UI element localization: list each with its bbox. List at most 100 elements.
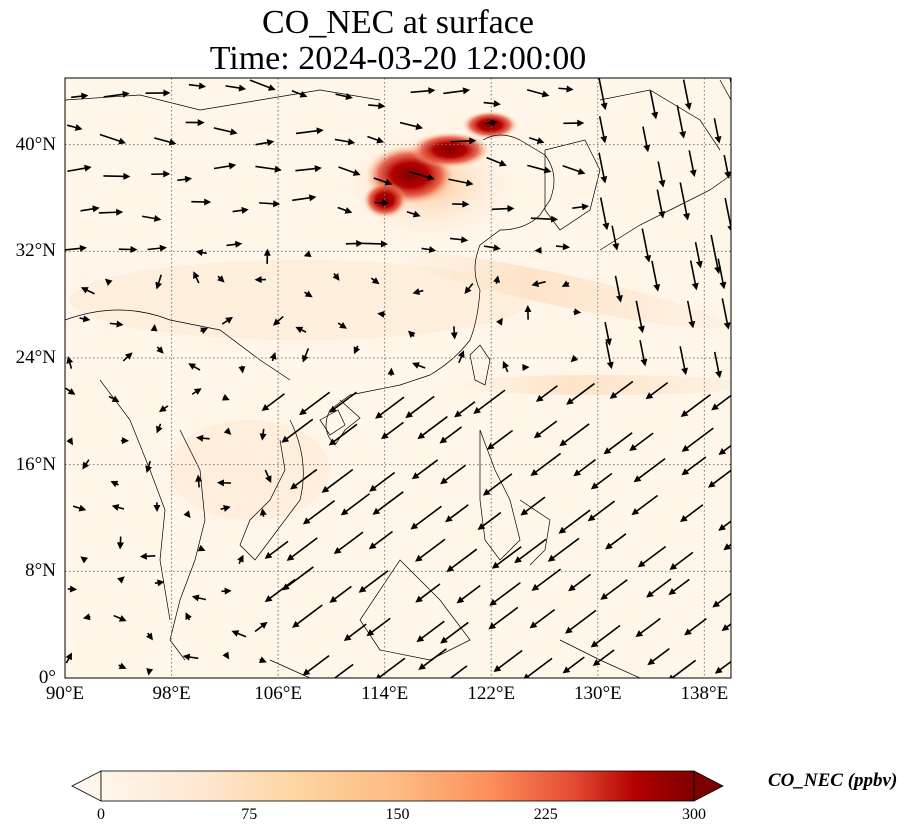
- wind-vector: [486, 156, 507, 167]
- wind-vector: [605, 533, 627, 550]
- wind-vector: [264, 469, 272, 484]
- wind-vector: [482, 473, 513, 496]
- wind-vector: [150, 324, 158, 332]
- wind-vector: [221, 316, 233, 325]
- wind-vector: [110, 480, 119, 488]
- wind-vector: [631, 494, 659, 516]
- wind-vector: [103, 172, 131, 180]
- wind-vector: [721, 298, 731, 330]
- wind-vector: [196, 434, 210, 442]
- wind-vector: [408, 330, 416, 338]
- wind-vector: [679, 346, 689, 376]
- wind-vector: [530, 452, 562, 477]
- wind-vector: [417, 415, 448, 440]
- wind-vector: [629, 432, 654, 452]
- wind-vector: [191, 594, 207, 602]
- wind-vector: [564, 609, 597, 634]
- wind-vector: [116, 536, 124, 550]
- wind-vector: [489, 581, 521, 606]
- wind-vector: [493, 275, 501, 284]
- wind-vector: [191, 388, 202, 395]
- lat-tick-label: 8°N: [25, 560, 56, 582]
- wind-vector: [570, 354, 579, 363]
- wind-vector: [188, 82, 207, 90]
- wind-vector: [302, 655, 330, 676]
- wind-vector: [566, 382, 595, 405]
- wind-vector: [446, 548, 478, 572]
- wind-vector: [486, 429, 514, 450]
- wind-vector: [502, 360, 509, 373]
- wind-vector: [82, 459, 90, 470]
- wind-vector: [122, 352, 133, 362]
- wind-vector: [529, 608, 556, 629]
- wind-vector: [614, 275, 623, 303]
- wind-vector: [139, 552, 156, 560]
- lon-tick-label: 130°E: [573, 683, 622, 704]
- wind-vector: [483, 119, 498, 127]
- wind-vector: [216, 479, 231, 487]
- wind-vector: [559, 423, 590, 447]
- wind-vector: [286, 537, 318, 561]
- wind-vector: [259, 428, 267, 441]
- wind-vector: [477, 511, 502, 530]
- wind-vector: [185, 119, 205, 127]
- map-subtitle: Time: 2024-03-20 12:00:00: [209, 40, 587, 77]
- wind-vector: [232, 206, 249, 214]
- wind-vector: [452, 200, 470, 208]
- wind-vector: [221, 587, 232, 595]
- lat-tick-label: 40°N: [15, 133, 56, 155]
- wind-vector: [651, 260, 661, 292]
- wind-vector: [213, 162, 237, 170]
- wind-vector: [304, 290, 313, 298]
- lat-tick-label: 24°N: [15, 347, 56, 368]
- wind-vector: [334, 138, 356, 146]
- wind-vector: [456, 584, 481, 604]
- wind-vector: [291, 89, 308, 98]
- wind-vector: [377, 310, 386, 318]
- lon-tick-label: 98°E: [152, 683, 191, 704]
- wind-vector: [103, 90, 130, 98]
- wind-vector: [679, 504, 704, 522]
- wind-vector: [328, 423, 358, 446]
- wind-vector: [80, 287, 95, 295]
- wind-vector: [118, 662, 127, 670]
- wind-vector: [259, 508, 267, 517]
- wind-vector: [717, 258, 727, 290]
- wind-vectors: [65, 78, 731, 678]
- wind-vector: [669, 659, 697, 678]
- wind-vector: [547, 537, 580, 562]
- wind-vector: [188, 363, 201, 371]
- wind-vector: [562, 165, 586, 175]
- wind-vector: [292, 194, 317, 202]
- wind-vector: [689, 260, 699, 291]
- wind-vector: [406, 210, 421, 218]
- wind-vector: [483, 100, 501, 108]
- wind-vector: [66, 437, 74, 446]
- wind-vector: [448, 178, 474, 187]
- wind-vector: [526, 88, 550, 98]
- wind-vector: [573, 458, 597, 477]
- colorbar-label: CO_NEC (ppbv): [768, 770, 898, 791]
- wind-vector: [375, 396, 405, 419]
- wind-vector: [399, 121, 424, 130]
- wind-vector: [291, 604, 323, 628]
- wind-vector: [405, 395, 435, 419]
- wind-vector: [118, 245, 138, 253]
- wind-vector: [680, 393, 711, 417]
- wind-vector: [299, 391, 331, 416]
- wind-vector: [635, 617, 661, 638]
- wind-vector: [358, 570, 389, 593]
- wind-vector: [353, 345, 361, 355]
- co-plume-band: [450, 375, 731, 395]
- wind-vector: [558, 85, 574, 93]
- lon-tick-label: 114°E: [361, 683, 409, 704]
- wind-vector: [668, 578, 690, 596]
- wind-vector: [372, 491, 404, 515]
- wind-vector: [369, 471, 396, 492]
- wind-vector: [713, 118, 722, 144]
- wind-vector: [222, 651, 230, 660]
- wind-vector: [605, 341, 614, 370]
- wind-vector: [633, 457, 666, 483]
- wind-vector: [527, 164, 552, 174]
- wind-vector: [185, 612, 192, 621]
